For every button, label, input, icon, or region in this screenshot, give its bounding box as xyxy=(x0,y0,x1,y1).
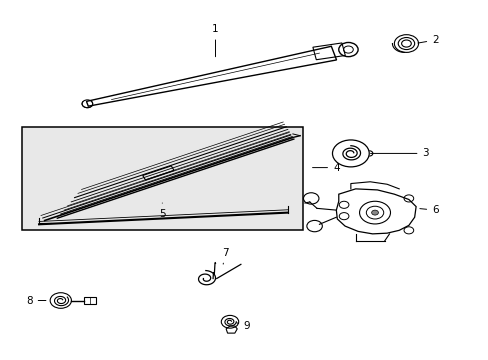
Text: 4: 4 xyxy=(312,163,339,172)
Bar xyxy=(84,297,95,304)
Text: 2: 2 xyxy=(417,35,438,45)
Bar xyxy=(142,166,174,180)
Text: 6: 6 xyxy=(419,205,438,215)
Text: 9: 9 xyxy=(236,321,250,332)
Text: 5: 5 xyxy=(159,203,165,219)
Text: 7: 7 xyxy=(222,248,228,264)
Bar xyxy=(22,127,302,230)
Text: 1: 1 xyxy=(212,24,218,57)
Circle shape xyxy=(371,210,378,215)
Text: 3: 3 xyxy=(370,148,428,158)
Text: 8: 8 xyxy=(26,296,46,306)
